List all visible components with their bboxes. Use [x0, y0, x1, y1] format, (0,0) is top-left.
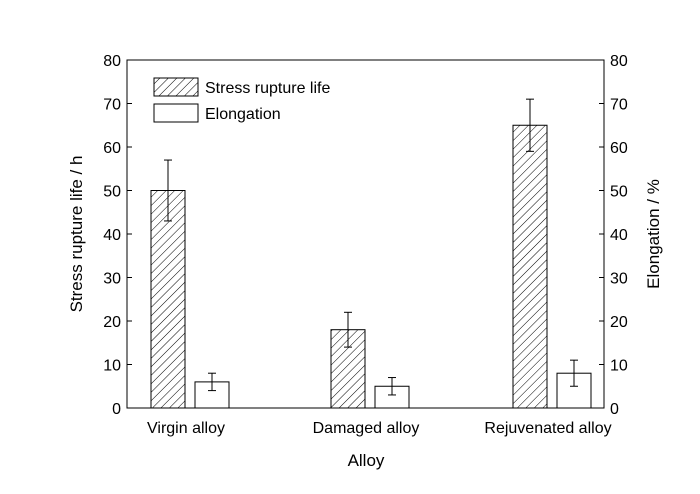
y2-tick-label: 30 — [610, 271, 628, 288]
y-tick-label: 30 — [103, 271, 121, 288]
legend-swatch-stress-rupture-life — [153, 77, 199, 97]
x-tick-label: Damaged alloy — [313, 420, 420, 437]
legend-label-elongation: Elongation — [205, 106, 281, 123]
x-tick-label: Rejuvenated alloy — [484, 420, 611, 437]
y-tick-label: 60 — [103, 140, 121, 157]
y-tick-label: 50 — [103, 184, 121, 201]
y2-axis-title: Elongation / % — [644, 179, 663, 289]
legend-label-stress-rupture-life: Stress rupture life — [205, 80, 330, 97]
y-axis-title: Stress rupture life / h — [67, 156, 86, 313]
x-tick-label: Virgin alloy — [147, 420, 225, 437]
y2-tick-label: 70 — [610, 97, 628, 114]
y2-tick-label: 10 — [610, 358, 628, 375]
y2-tick-label: 60 — [610, 140, 628, 157]
y2-tick-label: 50 — [610, 184, 628, 201]
y-tick-label: 20 — [103, 314, 121, 331]
y-tick-label: 80 — [103, 53, 121, 70]
y-tick-label: 70 — [103, 97, 121, 114]
legend-swatch-elongation — [153, 103, 199, 123]
y2-tick-label: 0 — [610, 401, 619, 418]
bar-stress-rupture-life — [512, 124, 548, 409]
x-axis-title: Alloy — [348, 451, 385, 470]
y2-tick-label: 40 — [610, 227, 628, 244]
y2-tick-label: 80 — [610, 53, 628, 70]
y-tick-label: 10 — [103, 358, 121, 375]
y-tick-label: 40 — [103, 227, 121, 244]
y-tick-label: 0 — [112, 401, 121, 418]
y2-tick-label: 20 — [610, 314, 628, 331]
bar-stress-rupture-life — [150, 190, 186, 409]
